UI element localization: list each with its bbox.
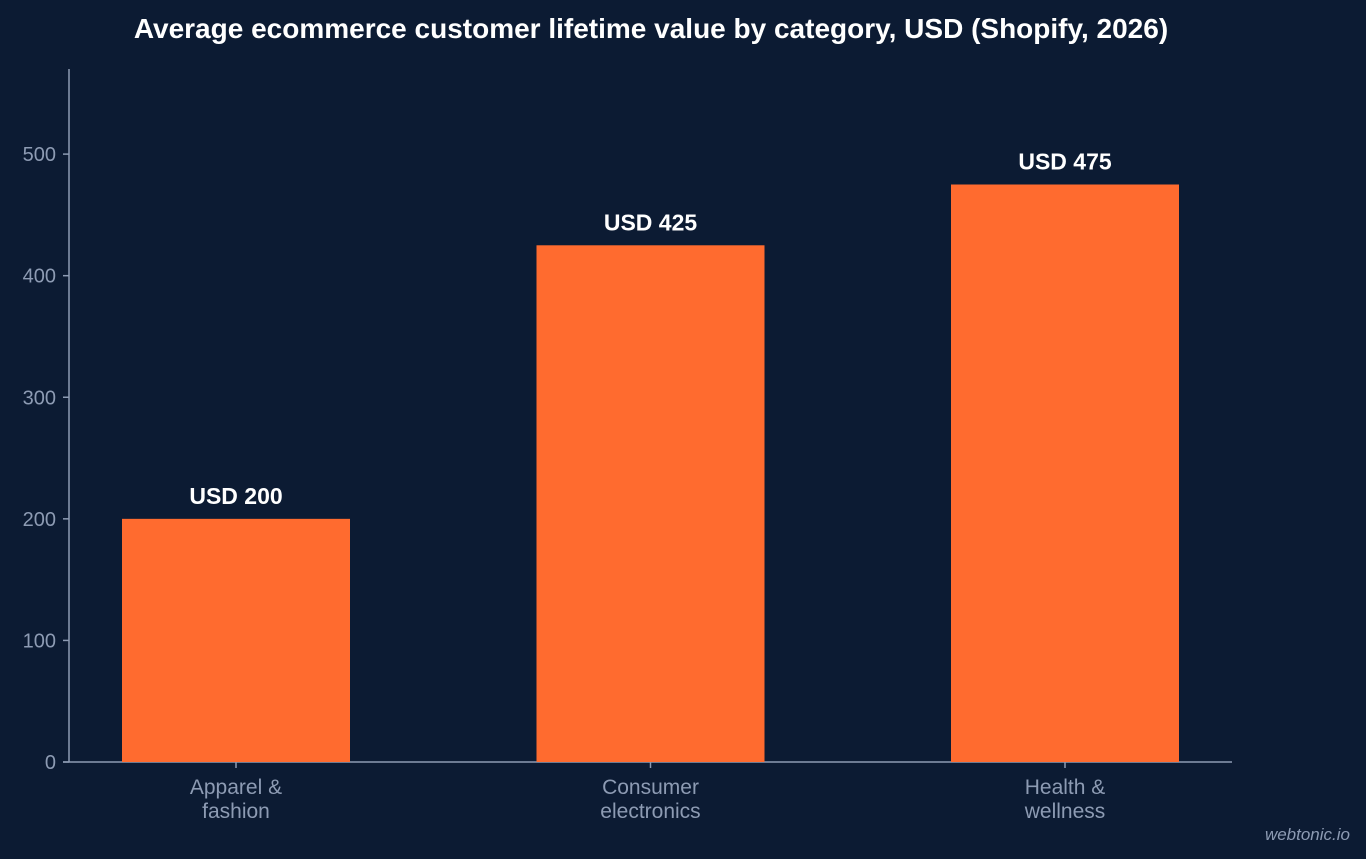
data-label: USD 475 <box>1018 149 1112 175</box>
y-tick-label: 300 <box>23 387 56 409</box>
data-label: USD 425 <box>604 209 698 235</box>
x-tick-label: Health & wellness <box>1024 776 1106 823</box>
bar <box>951 184 1179 762</box>
data-labels-group: USD 200 USD 425 USD 475 <box>189 149 1112 509</box>
x-axis: Apparel & fashion Consumer electronics Healt… <box>63 761 1232 823</box>
bar <box>122 518 350 762</box>
x-tick-label-line: Apparel & <box>190 776 282 799</box>
x-tick-label-line: wellness <box>1024 800 1106 823</box>
y-axis: 0 100 200 300 400 500 <box>23 69 70 774</box>
bar <box>536 245 765 762</box>
y-tick-label: 400 <box>23 266 56 288</box>
chart-title: Average ecommerce customer lifetime valu… <box>134 13 1168 44</box>
watermark: webtonic.io <box>1265 825 1350 844</box>
y-tick-label: 0 <box>45 752 56 774</box>
y-tick-label: 500 <box>23 144 56 166</box>
x-tick-label: Apparel & fashion <box>190 776 282 823</box>
data-label: USD 200 <box>189 483 282 509</box>
x-tick-label-line: Consumer <box>602 776 699 799</box>
x-tick-label: Consumer electronics <box>600 776 700 823</box>
bars-group <box>122 184 1179 762</box>
y-tick-label: 200 <box>23 509 56 531</box>
y-tick-label: 100 <box>23 630 56 652</box>
x-tick-label-line: fashion <box>202 800 270 823</box>
x-tick-label-line: Health & <box>1025 776 1106 799</box>
x-tick-label-line: electronics <box>600 800 700 823</box>
